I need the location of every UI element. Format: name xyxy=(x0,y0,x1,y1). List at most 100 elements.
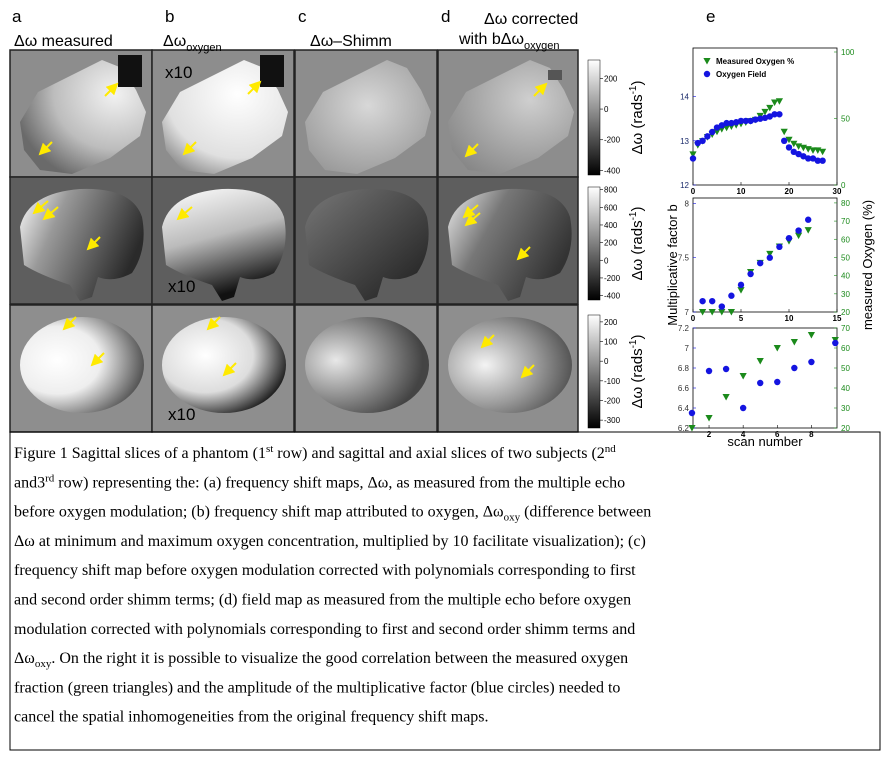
caption-run: oxy xyxy=(504,512,521,524)
colorbar-label: Δω (rads-1) xyxy=(628,207,646,281)
y-tick-label: 6.8 xyxy=(678,364,690,373)
colorbar-label-end: ) xyxy=(629,81,646,86)
brain-axial xyxy=(162,317,286,413)
brain-axial xyxy=(448,317,572,413)
page: { "panels": [ {"letter": "a", "title": "… xyxy=(0,0,890,757)
y2-tick-label: 30 xyxy=(841,290,850,299)
point xyxy=(781,138,787,144)
caption-line: modulation corrected with polynomials co… xyxy=(14,621,635,638)
y-tick-label: 7.2 xyxy=(678,324,690,333)
caption-line: Figure 1 Sagittal slices of a phantom (1… xyxy=(14,443,616,462)
y2-tick-label: 50 xyxy=(841,364,850,373)
y-tick-label: 12 xyxy=(680,181,689,190)
image xyxy=(448,317,572,413)
x-tick-label: 8 xyxy=(809,430,814,439)
caption-run: nd xyxy=(605,443,617,455)
y-tick-label: 8 xyxy=(685,199,690,208)
legend-marker xyxy=(704,71,710,77)
point xyxy=(699,298,705,304)
image xyxy=(305,317,429,413)
colorbar-label-end: ) xyxy=(629,207,646,212)
y2-tick-label: 70 xyxy=(841,324,850,333)
point xyxy=(706,368,712,374)
y2-tick-label: 80 xyxy=(841,199,850,208)
colorbar-label-end: ) xyxy=(629,335,646,340)
caption-run: fraction (green triangles) and the ampli… xyxy=(14,679,620,696)
x-tick-label: 0 xyxy=(691,187,696,196)
point xyxy=(723,366,729,372)
caption-run: Δω at minimum and maximum oxygen concent… xyxy=(14,533,646,550)
point xyxy=(776,244,782,250)
x-tick-label: 10 xyxy=(785,314,794,323)
point xyxy=(689,410,695,416)
panel-title: Δω corrected xyxy=(484,11,578,28)
caption-line: and second order shimm terms; (d) field … xyxy=(14,592,631,609)
caption-run: Δω xyxy=(14,650,35,667)
point xyxy=(795,227,801,233)
y2-tick-label: 60 xyxy=(841,344,850,353)
caption-run: frequency shift map before oxygen modula… xyxy=(14,562,636,579)
panel-title-text: Δω–Shimm xyxy=(310,33,392,50)
y-tick-label: 13 xyxy=(680,137,689,146)
colorbar-tick-label: 200 xyxy=(604,239,618,248)
headers: aΔω measuredbΔωoxygencΔω–ShimmdΔω correc… xyxy=(12,7,715,54)
panel-title-sub: oxygen xyxy=(524,40,559,52)
caption-run: cancel the spatial inhomogeneities from … xyxy=(14,709,489,726)
colorbar-tick-label: -200 xyxy=(604,136,621,145)
caption: Figure 1 Sagittal slices of a phantom (1… xyxy=(14,443,651,726)
panel-letter: d xyxy=(441,7,450,26)
colorbar xyxy=(588,187,600,300)
image-grid: x10x10x102000-200-400Δω (rads-1)80060040… xyxy=(10,50,646,432)
colorbar-tick-label: -300 xyxy=(604,416,621,425)
y-tick-label: 6.4 xyxy=(678,404,690,413)
y2-tick-label: 20 xyxy=(841,308,850,317)
y-tick-label: 6.6 xyxy=(678,384,690,393)
y2-axis-label: measured Oxygen (%) xyxy=(860,200,875,330)
point xyxy=(819,157,825,163)
phantom-cap xyxy=(118,55,142,87)
panel-title: with bΔωoxygen xyxy=(458,31,559,52)
brain-axial xyxy=(20,317,144,413)
panel-letter: c xyxy=(298,7,307,26)
y2-tick-label: 50 xyxy=(841,114,850,123)
plot-area xyxy=(693,328,837,428)
annotation: x10 xyxy=(168,277,195,296)
y-tick-label: 14 xyxy=(680,93,689,102)
point xyxy=(709,129,715,135)
caption-run: and3 xyxy=(14,474,45,491)
panel-letter: a xyxy=(12,7,22,26)
caption-run: and second order shimm terms; (d) field … xyxy=(14,592,631,609)
caption-run: before oxygen modulation; (b) frequency … xyxy=(14,504,504,521)
colorbar-label-text: Δω (rads xyxy=(629,348,646,408)
x-axis-label: scan number xyxy=(727,434,803,449)
panel-title-text: with bΔω xyxy=(458,31,524,48)
point xyxy=(786,235,792,241)
panel-title-sub: oxygen xyxy=(186,42,221,54)
phantom-cap xyxy=(548,70,562,80)
legend-label: Measured Oxygen % xyxy=(716,57,794,66)
colorbar-tick-label: 0 xyxy=(604,256,609,265)
colorbar-label: Δω (rads-1) xyxy=(628,81,646,155)
colorbar-tick-label: 600 xyxy=(604,203,618,212)
point xyxy=(791,365,797,371)
image xyxy=(162,317,286,413)
colorbar-tick-label: 100 xyxy=(604,338,618,347)
colorbar xyxy=(588,315,600,428)
caption-run: (difference between xyxy=(520,504,651,521)
colorbar-tick-label: 0 xyxy=(604,105,609,114)
caption-run: row) and sagittal and axial slices of tw… xyxy=(273,445,604,462)
y2-tick-label: 100 xyxy=(841,48,855,57)
panel-letter: e xyxy=(706,7,715,26)
caption-run: modulation corrected with polynomials co… xyxy=(14,621,635,638)
point xyxy=(690,155,696,161)
image xyxy=(20,317,144,413)
caption-run: row) representing the: (a) frequency shi… xyxy=(54,474,625,491)
point xyxy=(728,293,734,299)
point xyxy=(757,380,763,386)
brain-axial xyxy=(305,317,429,413)
point xyxy=(757,260,763,266)
caption-line: frequency shift map before oxygen modula… xyxy=(14,562,636,579)
y2-tick-label: 0 xyxy=(841,181,846,190)
caption-run: st xyxy=(266,443,273,455)
caption-line: before oxygen modulation; (b) frequency … xyxy=(14,504,651,524)
